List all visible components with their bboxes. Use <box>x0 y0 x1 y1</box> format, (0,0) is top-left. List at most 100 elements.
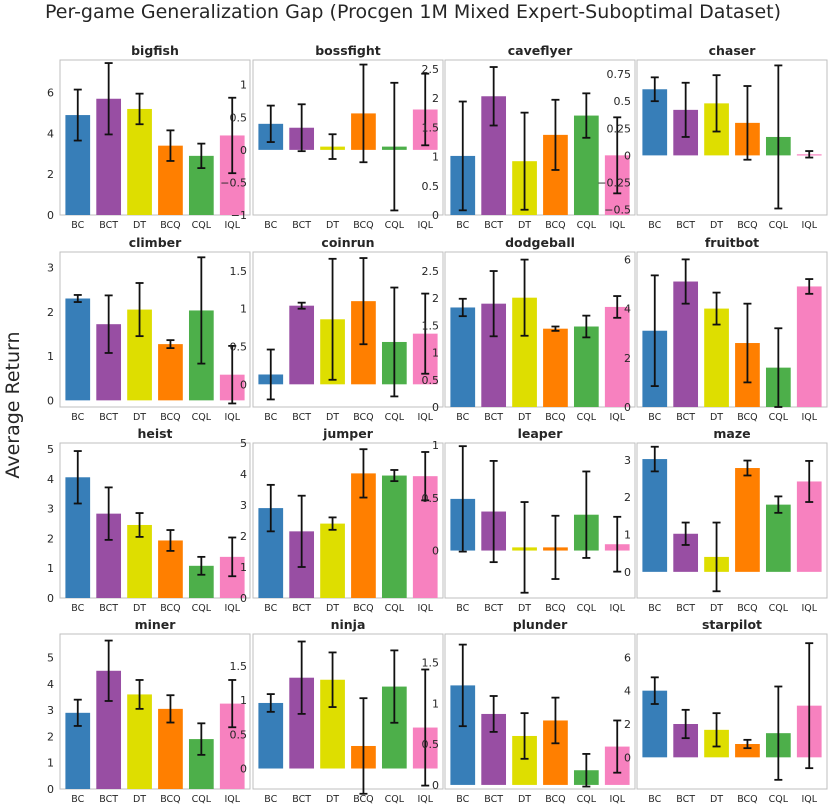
x-tick-label: IQL <box>801 794 817 805</box>
subplot-fruitbot: fruitbot 0 2 4 6 BC BCT DT BCQ CQL IQL <box>624 235 828 423</box>
subplot-title: dodgeball <box>505 235 575 250</box>
x-tick-label: BCT <box>676 220 695 231</box>
bar-BCT <box>289 305 315 385</box>
x-tick-label: BC <box>71 794 84 805</box>
x-tick-label: BCQ <box>353 603 373 614</box>
subplot-title: climber <box>129 235 182 250</box>
y-tick-label: 0 <box>47 209 54 222</box>
x-tick-label: BCQ <box>353 794 373 805</box>
x-tick-label: BC <box>264 603 277 614</box>
y-tick-label: 1.5 <box>422 657 440 670</box>
x-tick-label: CQL <box>769 412 789 423</box>
x-tick-label: BC <box>648 220 661 231</box>
y-tick-label: 4 <box>47 678 54 691</box>
bar-BCQ <box>543 328 568 407</box>
x-tick-label: BC <box>71 220 84 231</box>
plot-frame <box>59 59 251 216</box>
y-tick-label: 4 <box>624 303 631 316</box>
plot-frame <box>636 59 828 216</box>
subplot-climber: climber 0 1 2 3 BC BCT DT BCQ CQL IQL <box>47 235 251 423</box>
y-tick-label: 1 <box>240 79 247 92</box>
x-tick-label: BC <box>456 220 469 231</box>
y-tick-label: 3 <box>47 704 54 717</box>
x-tick-label: IQL <box>609 794 625 805</box>
x-tick-label: BCT <box>676 794 695 805</box>
plot-frame <box>252 59 444 216</box>
x-tick-label: BC <box>456 412 469 423</box>
subplot-bigfish: bigfish 0 2 4 6 BC BCT DT BCQ CQL IQL <box>47 43 251 231</box>
subplot-bossfight: bossfight −1 −0.5 0 0.5 1 BC BCT DT BCQ CQL IQL <box>220 43 444 231</box>
plot-frame <box>444 633 636 790</box>
subplot-leaper: leaper 0 0.5 1 BC BCT DT BCQ CQL IQL <box>422 426 636 614</box>
subplot-plunder: plunder 0 0.5 1 1.5 BC BCT DT BCQ CQL IQL <box>422 617 636 805</box>
x-tick-label: DT <box>326 603 339 614</box>
subplot-chaser: chaser −0.5 −0.25 0 0.25 0.5 0.75 BC BCT DT BCQ CQL… <box>597 43 828 231</box>
y-tick-label: 1.5 <box>422 319 440 332</box>
y-tick-label: 0.25 <box>607 122 632 135</box>
bar-DT <box>320 523 345 598</box>
y-tick-label: 0 <box>47 394 54 407</box>
subplot-title: bossfight <box>315 43 381 58</box>
y-tick-label: 5 <box>47 652 54 665</box>
x-tick-label: BCQ <box>160 412 180 423</box>
y-tick-label: −0.5 <box>220 176 247 189</box>
x-tick-label: BCQ <box>737 794 757 805</box>
subplot-ninja: ninja 0 0.5 1 1.5 BC BCT DT BCQ CQL IQL <box>230 617 444 805</box>
y-tick-label: 3 <box>240 499 247 512</box>
x-tick-label: DT <box>710 220 723 231</box>
x-tick-label: DT <box>133 603 146 614</box>
x-tick-label: CQL <box>577 603 597 614</box>
y-tick-label: 0.5 <box>614 95 632 108</box>
y-tick-label: 0 <box>624 401 631 414</box>
subplot-title: leaper <box>518 426 564 441</box>
y-tick-label: 0.5 <box>230 341 248 354</box>
y-tick-label: 4 <box>47 127 54 140</box>
x-tick-label: BCQ <box>545 220 565 231</box>
x-tick-label: CQL <box>385 794 405 805</box>
x-tick-label: DT <box>710 603 723 614</box>
y-tick-label: 2 <box>47 730 54 743</box>
x-tick-label: IQL <box>224 794 240 805</box>
y-tick-label: 0 <box>240 763 247 776</box>
plot-frame <box>636 251 828 408</box>
plot-frame <box>59 251 251 408</box>
y-tick-label: 1 <box>432 697 439 710</box>
plot-frame <box>636 442 828 599</box>
bar-CQL <box>381 475 407 598</box>
subplot-miner: miner 0 1 2 3 4 5 BC BCT DT BCQ CQL IQL <box>47 617 251 805</box>
x-tick-label: BC <box>456 603 469 614</box>
subplot-title: jumper <box>322 426 374 441</box>
x-tick-label: CQL <box>385 412 405 423</box>
x-tick-label: BCT <box>99 603 118 614</box>
x-tick-label: BC <box>264 220 277 231</box>
subplot-title: fruitbot <box>705 235 759 250</box>
y-tick-label: 0.5 <box>230 111 248 124</box>
x-tick-label: IQL <box>417 412 433 423</box>
x-tick-label: BC <box>264 412 277 423</box>
x-tick-label: CQL <box>577 220 597 231</box>
y-tick-label: 0.5 <box>230 728 248 741</box>
bar-BC <box>642 459 668 572</box>
x-tick-label: BCQ <box>737 220 757 231</box>
y-tick-label: 1 <box>47 757 54 770</box>
y-tick-label: 0.5 <box>422 180 440 193</box>
bar-BC <box>450 307 476 407</box>
x-tick-label: DT <box>518 220 531 231</box>
x-tick-label: CQL <box>577 794 597 805</box>
bar-DT <box>127 694 152 789</box>
subplot-title: ninja <box>331 617 366 632</box>
y-axis-label: Average Return <box>2 331 24 478</box>
y-tick-label: 1.5 <box>230 660 248 673</box>
y-tick-label: −1 <box>231 209 247 222</box>
y-tick-label: 0 <box>240 378 247 391</box>
y-tick-label: 4 <box>624 685 631 698</box>
y-tick-label: 2.5 <box>422 63 440 76</box>
x-tick-label: IQL <box>801 603 817 614</box>
x-tick-label: BCT <box>99 220 118 231</box>
x-tick-label: CQL <box>577 412 597 423</box>
x-tick-label: BCT <box>292 412 311 423</box>
figure-title: Per-game Generalization Gap (Procgen 1M … <box>45 1 781 23</box>
y-tick-label: 1 <box>240 694 247 707</box>
y-tick-label: 0 <box>624 566 631 579</box>
y-tick-label: 1.5 <box>422 121 440 134</box>
